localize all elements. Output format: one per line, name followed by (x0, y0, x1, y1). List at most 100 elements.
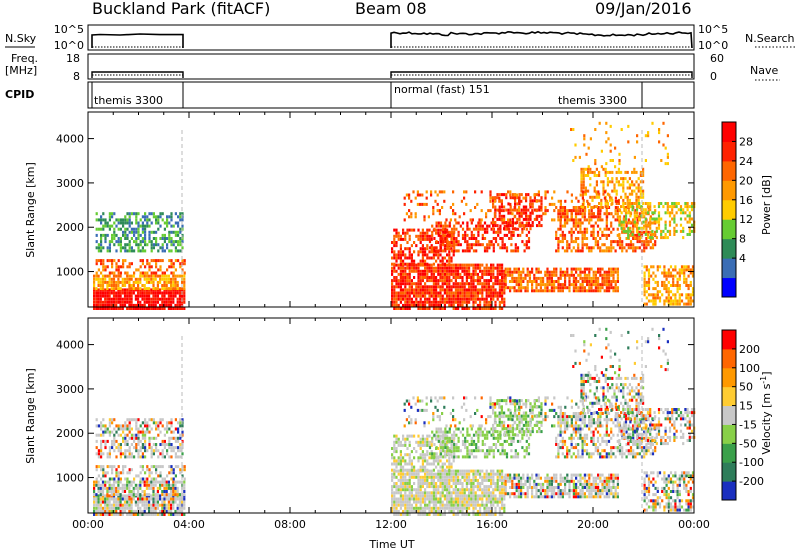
power-cell (474, 307, 477, 310)
power-cell (141, 303, 144, 307)
power-cell (430, 266, 433, 270)
power-cell (691, 293, 695, 297)
power-cell (461, 307, 464, 310)
power-cell (432, 279, 435, 283)
velocity-cell (397, 478, 400, 482)
power-cell (542, 289, 545, 293)
power-cell (425, 196, 428, 200)
velocity-cell (393, 500, 396, 504)
velocity-cell (432, 503, 435, 507)
power-cell (139, 218, 142, 222)
velocity-cell (426, 513, 429, 516)
velocity-cell (101, 486, 105, 490)
power-cell (428, 250, 431, 254)
power-cell (99, 303, 102, 307)
power-cell (624, 195, 627, 199)
power-cell (494, 288, 497, 292)
power-cell (170, 307, 173, 310)
power-cell (490, 276, 493, 279)
power-cell (102, 262, 105, 266)
power-cell (166, 237, 169, 240)
power-cell (533, 280, 536, 283)
velocity-cell (110, 497, 113, 501)
velocity-cell (179, 449, 182, 453)
power-cell (501, 243, 504, 247)
velocity-cell (112, 490, 116, 493)
power-cell (161, 291, 164, 295)
velocity-cell (168, 443, 171, 446)
power-cell (651, 243, 655, 247)
power-cell (631, 233, 634, 236)
power-cell (643, 277, 646, 281)
power-cell (434, 190, 437, 194)
power-cell (605, 246, 608, 250)
power-cell (465, 294, 468, 298)
velocity-cell (395, 469, 398, 473)
power-cell (582, 174, 585, 177)
power-cell (612, 240, 615, 244)
power-cell (130, 291, 133, 295)
power-cell (128, 246, 131, 250)
power-cell (97, 274, 100, 278)
power-cell (511, 227, 514, 231)
power-cell (143, 303, 146, 307)
velocity-cell (172, 446, 175, 450)
power-cell (395, 269, 398, 273)
power-cell (604, 170, 607, 174)
power-cell (163, 284, 166, 287)
power-cell (687, 274, 690, 278)
velocity-cell (424, 491, 427, 495)
power-cell (588, 215, 591, 219)
power-cell (121, 280, 124, 284)
velocity-cell (155, 424, 158, 428)
power-cell (503, 303, 506, 307)
velocity-cell (172, 486, 175, 490)
power-cell (559, 276, 562, 280)
power-cell (141, 284, 144, 287)
power-cell (117, 307, 120, 310)
power-cell (614, 209, 617, 213)
power-cell (437, 285, 440, 289)
power-cell (463, 263, 466, 267)
power-cell (439, 285, 442, 289)
velocity-cell (117, 493, 120, 497)
power-cell (404, 288, 407, 292)
velocity-cell (128, 446, 131, 450)
power-cell (95, 307, 98, 310)
power-cell (402, 228, 405, 232)
velocity-cell (474, 469, 477, 473)
power-cell (538, 208, 541, 212)
power-cell (509, 193, 512, 197)
power-cell (686, 220, 689, 224)
velocity-cell (472, 503, 475, 507)
velocity-cell (430, 482, 433, 485)
power-cell (399, 234, 402, 238)
power-cell (428, 307, 431, 310)
power-cell (647, 221, 650, 225)
power-cell (561, 233, 564, 237)
power-cell (395, 300, 398, 304)
velocity-cell (119, 424, 122, 428)
power-cell (610, 240, 613, 244)
power-cell (631, 192, 634, 196)
velocity-cell (152, 500, 155, 504)
power-cell (504, 273, 507, 277)
power-cell (487, 285, 490, 289)
velocity-cell (448, 494, 451, 498)
power-cell (179, 240, 182, 244)
power-cell (640, 226, 643, 230)
power-cell (684, 202, 687, 205)
power-cell (652, 299, 655, 303)
power-cell (424, 247, 427, 251)
power-cell (588, 221, 591, 225)
velocity-cell (408, 503, 411, 507)
power-cell (126, 274, 129, 278)
power-cell (622, 202, 625, 205)
velocity-cell (474, 513, 477, 516)
velocity-cell (402, 482, 405, 485)
velocity-cell (152, 477, 155, 481)
velocity-cell (393, 513, 396, 516)
power-cell (574, 143, 577, 147)
power-cell (602, 167, 605, 171)
power-cell (511, 224, 514, 228)
